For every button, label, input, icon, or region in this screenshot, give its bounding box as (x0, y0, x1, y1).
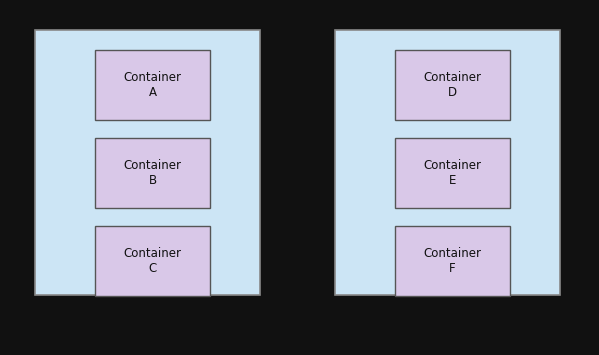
Bar (395, 50, 510, 120)
Bar (95, 226, 210, 296)
Text: Container
F: Container F (423, 247, 482, 275)
Text: Container
E: Container E (423, 159, 482, 187)
Bar (335, 30, 560, 295)
Text: Container
B: Container B (123, 159, 181, 187)
Bar (95, 50, 210, 120)
Text: Container
D: Container D (423, 71, 482, 99)
Bar (95, 138, 210, 208)
Text: Container
C: Container C (123, 247, 181, 275)
Bar (395, 226, 510, 296)
Bar (395, 138, 510, 208)
Bar (35, 30, 260, 295)
Text: Container
A: Container A (123, 71, 181, 99)
